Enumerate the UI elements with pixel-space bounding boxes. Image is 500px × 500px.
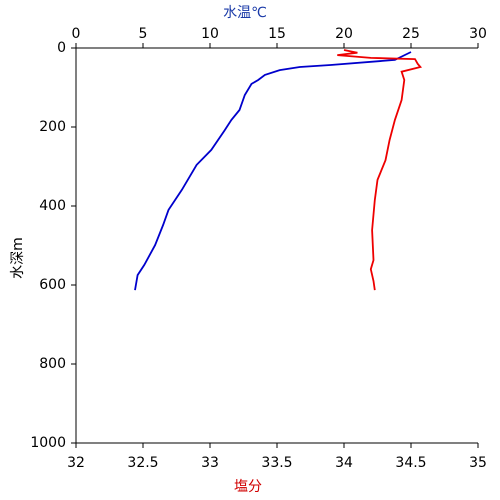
x-axis-label: 塩分 [234, 479, 262, 495]
x2-tick-label: 30 [469, 26, 487, 42]
x2-tick-label: 15 [268, 26, 286, 42]
x2-tick-label: 25 [402, 26, 420, 42]
x-tick-label: 34.5 [395, 455, 426, 471]
y-tick-label: 0 [57, 40, 66, 56]
x-tick-label: 32.5 [127, 455, 158, 471]
x-tick-label: 33.5 [261, 455, 292, 471]
y-axis-label: 水深m [10, 237, 26, 279]
x-tick-label: 35 [469, 455, 487, 471]
x2-tick-label: 20 [335, 26, 353, 42]
x-tick-label: 34 [335, 455, 353, 471]
y-tick-label: 800 [39, 356, 66, 372]
y-tick-label: 200 [39, 119, 66, 135]
y-tick-label: 1000 [30, 435, 66, 451]
x-tick-label: 33 [201, 455, 219, 471]
y-tick-label: 400 [39, 198, 66, 214]
profile-line [134, 51, 412, 291]
y-tick-label: 600 [39, 277, 66, 293]
x2-axis-label: 水温℃ [223, 5, 267, 21]
profile-line [337, 49, 423, 291]
x2-tick-label: 10 [201, 26, 219, 42]
x-tick-label: 32 [67, 455, 85, 471]
x2-tick-label: 5 [139, 26, 148, 42]
x2-tick-label: 0 [72, 26, 81, 42]
